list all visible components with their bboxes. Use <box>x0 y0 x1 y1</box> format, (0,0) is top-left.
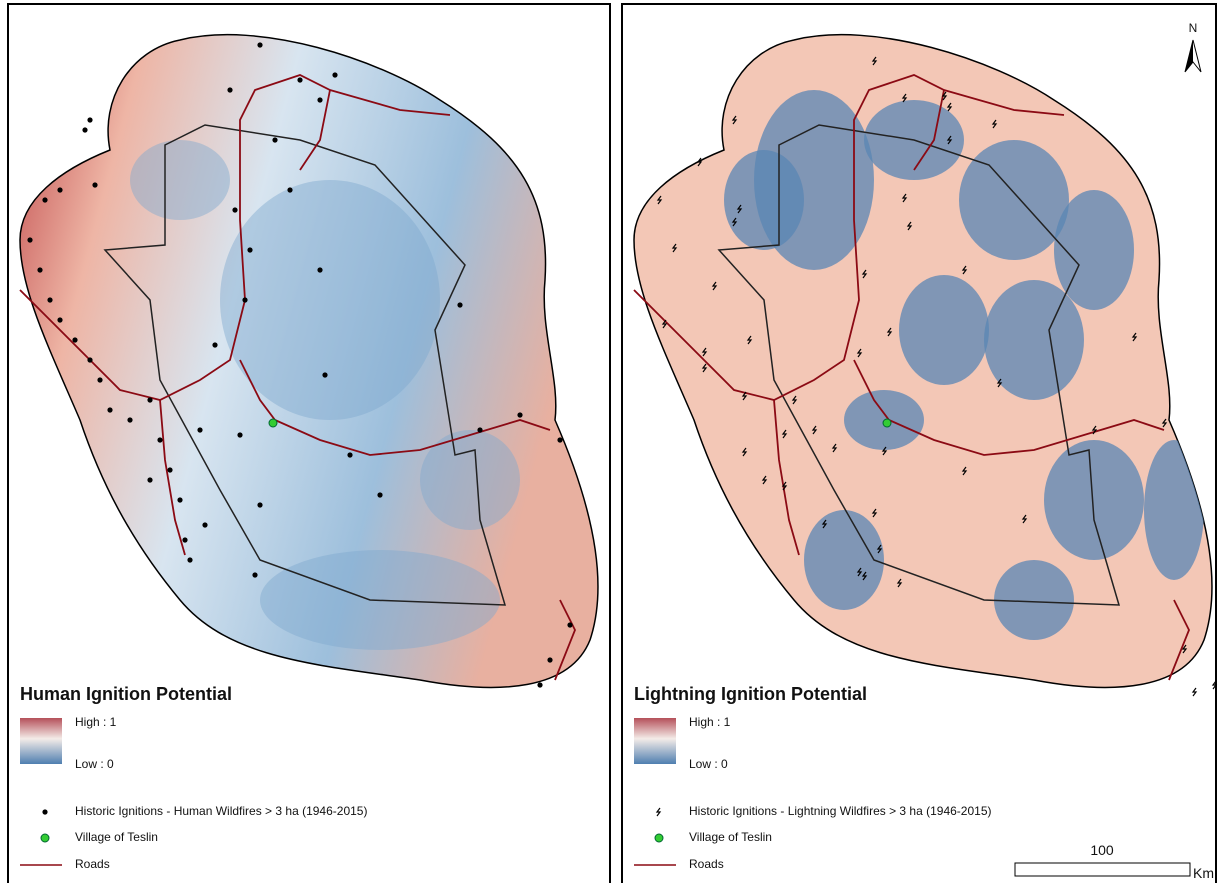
lightning-ignition <box>1193 688 1196 696</box>
human-ignition <box>517 412 522 417</box>
human-ignition <box>347 452 352 457</box>
legend-low: Low : 0 <box>75 757 114 771</box>
human-ignition <box>317 97 322 102</box>
human-ignition <box>42 197 47 202</box>
human-ignition <box>187 557 192 562</box>
legend-symbol <box>42 809 47 814</box>
human-ignition <box>477 427 482 432</box>
human-ignition <box>212 342 217 347</box>
human-ignition <box>537 682 542 687</box>
legend-symbol <box>41 834 49 842</box>
map-figure: Human Ignition Potential High : 1 Low : 0 H… <box>0 0 1218 883</box>
human-ignition <box>297 77 302 82</box>
human-ignition <box>57 317 62 322</box>
human-ignition <box>287 187 292 192</box>
human-ignition <box>47 297 52 302</box>
human-ignition <box>57 187 62 192</box>
human-ignition <box>567 622 572 627</box>
legend-ramp <box>20 718 62 764</box>
human-ignition <box>457 302 462 307</box>
human-ignition <box>232 207 237 212</box>
human-ignition <box>82 127 87 132</box>
human-ignition <box>97 377 102 382</box>
human-ignition <box>317 267 322 272</box>
terrain-patch <box>1044 440 1144 560</box>
human-ignition <box>227 87 232 92</box>
human-ignition <box>37 267 42 272</box>
scale-bar <box>1015 863 1190 876</box>
legend-symbol <box>655 834 663 842</box>
legend-village: Village of Teslin <box>689 830 772 844</box>
legend-roads: Roads <box>75 857 110 871</box>
human-ignition <box>157 437 162 442</box>
human-ignition <box>177 497 182 502</box>
north-label: N <box>1189 21 1198 35</box>
human-ignition <box>257 502 262 507</box>
human-ignition <box>257 42 262 47</box>
human-ignition <box>252 572 257 577</box>
scale-unit: Km <box>1193 865 1214 881</box>
legend-low: Low : 0 <box>689 757 728 771</box>
terrain-patch <box>804 510 884 610</box>
legend-title: Lightning Ignition Potential <box>634 684 867 704</box>
village <box>883 419 891 427</box>
map: Human Ignition Potential High : 1 Low : 0 H… <box>20 35 598 871</box>
legend-roads: Roads <box>689 857 724 871</box>
legend-village: Village of Teslin <box>75 830 158 844</box>
terrain-patch <box>899 275 989 385</box>
human-ignition <box>147 397 152 402</box>
human-ignition <box>27 237 32 242</box>
terrain-patch <box>724 150 804 250</box>
human-ignition <box>557 437 562 442</box>
legend-symbol <box>657 808 660 816</box>
legend-high: High : 1 <box>75 715 117 729</box>
human-ignition <box>167 467 172 472</box>
map: Lightning Ignition Potential High : 1 Low … <box>634 35 1218 871</box>
legend-high: High : 1 <box>689 715 731 729</box>
human-ignition <box>247 247 252 252</box>
human-ignition <box>272 137 277 142</box>
human-ignition <box>147 477 152 482</box>
terrain-patch <box>959 140 1069 260</box>
human-ignition <box>332 72 337 77</box>
human-ignition <box>202 522 207 527</box>
human-ignition <box>72 337 77 342</box>
human-ignition <box>547 657 552 662</box>
human-ignition <box>87 117 92 122</box>
terrain-patch <box>994 560 1074 640</box>
terrain-patch <box>130 140 230 220</box>
human-ignition <box>92 182 97 187</box>
human-ignition <box>322 372 327 377</box>
human-ignition <box>107 407 112 412</box>
human-ignition <box>87 357 92 362</box>
human-ignition <box>377 492 382 497</box>
legend-title: Human Ignition Potential <box>20 684 232 704</box>
legend-ignitions: Historic Ignitions - Lightning Wildfires… <box>689 804 991 818</box>
human-ignition <box>237 432 242 437</box>
legend-ramp <box>634 718 676 764</box>
human-ignition <box>182 537 187 542</box>
scale-value: 100 <box>1090 842 1114 858</box>
terrain-patch <box>1144 440 1204 580</box>
human-ignition <box>197 427 202 432</box>
legend-ignitions: Historic Ignitions - Human Wildfires > 3… <box>75 804 367 818</box>
human-ignition <box>127 417 132 422</box>
human-ignition <box>242 297 247 302</box>
village <box>269 419 277 427</box>
